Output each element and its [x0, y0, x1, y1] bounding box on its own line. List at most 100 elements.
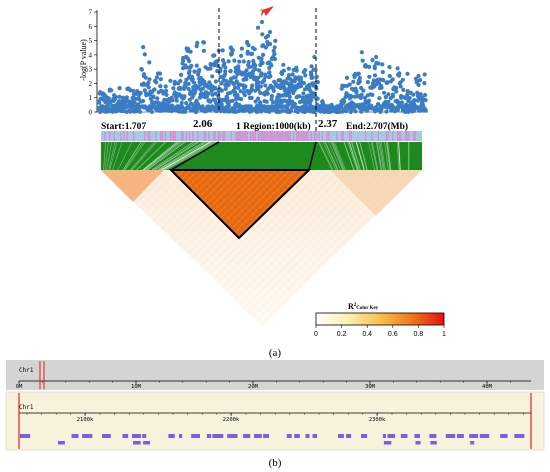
data-point	[290, 72, 295, 77]
overview-tick-label: 10M	[131, 384, 142, 390]
data-point	[357, 79, 362, 84]
panel-a-label: (a)	[269, 347, 282, 359]
ld-right-block	[330, 170, 422, 216]
data-point	[117, 94, 122, 99]
data-point	[351, 79, 356, 84]
data-point	[146, 85, 151, 90]
data-point	[161, 91, 166, 96]
data-point	[151, 94, 156, 99]
data-point	[272, 51, 277, 57]
data-point	[359, 50, 364, 55]
data-point	[190, 76, 195, 82]
data-point	[310, 81, 315, 86]
data-point	[231, 81, 236, 87]
data-point	[313, 67, 318, 72]
data-point	[215, 63, 220, 68]
data-point	[151, 87, 157, 92]
data-point	[139, 67, 144, 72]
data-point	[382, 90, 387, 95]
data-point	[309, 98, 314, 103]
data-point	[184, 65, 189, 70]
data-point	[394, 85, 399, 91]
y-tick-label: 0	[89, 109, 93, 117]
data-point	[187, 59, 192, 64]
gene-block	[191, 434, 200, 438]
block-connector-right	[308, 141, 317, 171]
data-point	[380, 70, 385, 75]
end-label: End:2.707(Mb)	[346, 121, 408, 132]
data-point	[367, 74, 372, 79]
data-point	[418, 92, 423, 97]
y-tick-label: 7	[89, 9, 93, 17]
data-point	[381, 78, 386, 83]
data-point	[181, 96, 186, 101]
y-tick-label: 1	[89, 94, 93, 102]
data-point	[252, 47, 257, 52]
y-ticks: 0 1 2 3 4 5 6 7	[89, 9, 97, 117]
data-point	[268, 74, 273, 79]
gene-block	[286, 434, 292, 438]
data-point	[384, 109, 389, 114]
gene-block	[254, 434, 262, 438]
data-point	[416, 73, 421, 79]
data-point	[194, 44, 199, 49]
gene-block	[338, 434, 344, 438]
gene-features	[20, 434, 525, 445]
gene-block	[429, 434, 437, 438]
data-point	[142, 52, 147, 57]
data-point	[256, 96, 261, 101]
gene-block	[243, 434, 251, 438]
data-point	[158, 84, 163, 89]
data-point	[386, 92, 391, 97]
data-point	[416, 82, 421, 87]
color-key-ticks: 0 0.2 0.4 0.6 0.8 1	[314, 331, 446, 338]
gene-block	[20, 434, 31, 438]
gene-block	[122, 434, 129, 438]
genome-overview-track: Chr1 0M 10M 20M 30M 40M	[6, 360, 544, 390]
gene-block	[500, 434, 508, 438]
gene-block	[430, 441, 437, 445]
data-point	[256, 87, 261, 92]
data-point	[178, 78, 183, 84]
data-point	[249, 95, 254, 100]
data-point	[155, 96, 160, 101]
genome-zoom-track: Chr1 2100k 2200k 2300k	[5, 391, 545, 451]
data-point	[273, 38, 278, 44]
data-point	[263, 74, 268, 79]
block-connector-left	[170, 141, 220, 171]
data-point	[383, 95, 388, 100]
data-point	[258, 90, 263, 95]
data-point	[287, 94, 292, 99]
start-label: Start:1.707	[101, 122, 146, 132]
region-label: 1 Region:1000(kb)	[236, 121, 311, 132]
gene-block	[383, 441, 392, 445]
color-key-tick-label: 0	[314, 331, 318, 338]
data-point	[357, 75, 362, 81]
data-point	[154, 75, 159, 80]
data-point	[385, 80, 390, 85]
data-point	[243, 84, 248, 89]
data-point	[185, 47, 190, 52]
gene-block	[168, 434, 175, 438]
data-point	[147, 77, 152, 82]
data-point	[301, 91, 306, 96]
data-point	[286, 66, 291, 71]
data-point	[377, 96, 382, 101]
overview-tick-label: 30M	[365, 384, 376, 390]
data-point	[219, 81, 224, 86]
data-point	[272, 45, 277, 50]
data-point	[423, 98, 428, 103]
data-point	[405, 92, 410, 97]
data-point	[399, 100, 404, 105]
data-point	[147, 60, 152, 65]
data-point	[216, 93, 221, 98]
data-point	[117, 86, 122, 91]
data-point	[362, 95, 367, 100]
data-point	[170, 98, 175, 103]
data-point	[395, 66, 400, 71]
gene-block	[445, 434, 456, 438]
data-point	[260, 60, 265, 66]
data-point	[220, 48, 225, 53]
data-point	[215, 68, 220, 74]
data-point	[379, 85, 384, 90]
